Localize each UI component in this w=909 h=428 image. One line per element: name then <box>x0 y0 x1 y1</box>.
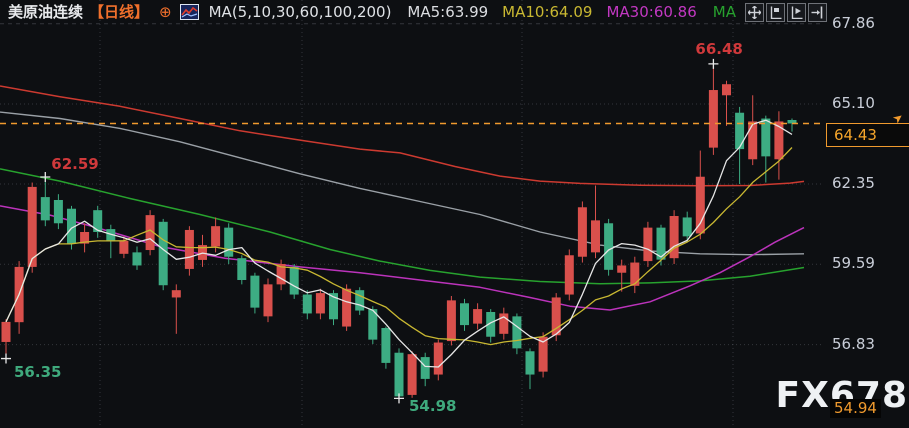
candle-body <box>643 227 653 262</box>
candle-body <box>211 226 221 247</box>
candle-body <box>93 210 103 232</box>
ma30-value: MA30:60.86 <box>606 3 697 21</box>
scale-right-edge-icon[interactable] <box>808 3 827 22</box>
candle-body <box>669 215 679 259</box>
candle-body <box>433 342 443 375</box>
chart-toolbar <box>745 3 827 22</box>
ma-line-ma100 <box>0 111 805 256</box>
ma-extra-value: MA <box>712 3 736 21</box>
candle-body <box>263 284 273 317</box>
candle-body <box>525 351 535 375</box>
axis-low-tick: 54.94 <box>830 399 881 418</box>
ma-line-ma200 <box>0 85 805 187</box>
candle-body <box>368 309 378 340</box>
candle-body <box>237 258 247 280</box>
candle-body <box>27 186 37 267</box>
symbol-name: 美原油连续 <box>8 3 84 21</box>
candle-body <box>394 352 404 397</box>
candle-body <box>302 294 312 314</box>
candle-body <box>617 265 627 273</box>
ma-line-ma60 <box>0 168 805 285</box>
candle-body <box>145 215 155 251</box>
price-marker-cross <box>1 353 11 364</box>
candle-body <box>577 207 587 257</box>
candle-body <box>1 321 11 342</box>
candle-body <box>512 316 522 349</box>
ma-line-ma5 <box>5 119 793 368</box>
candle-body <box>499 313 509 334</box>
candle-body <box>564 255 574 295</box>
y-axis-tick: 62.35 <box>832 173 875 192</box>
ma10-value: MA10:64.09 <box>502 3 593 21</box>
candle-body <box>656 227 666 260</box>
pan-move-icon[interactable] <box>745 3 764 22</box>
last-price-label: 64.43 <box>826 123 909 147</box>
y-axis-tick: 59.59 <box>832 254 875 273</box>
chart-header: 美原油连续 【日线】 ⊕ MA(5,10,30,60,100,200) MA5:… <box>0 0 909 24</box>
price-annotation: 56.35 <box>14 362 62 381</box>
price-marker-cross <box>40 172 51 183</box>
candle-body <box>289 266 299 295</box>
candle-body <box>381 327 391 363</box>
candle-body <box>460 303 469 326</box>
candle-body <box>695 176 705 234</box>
candle-body <box>748 121 758 160</box>
candle-body <box>132 252 142 266</box>
ma-settings-label: MA(5,10,30,60,100,200) <box>208 3 392 21</box>
candle-body <box>486 311 496 337</box>
candle-body <box>604 223 614 270</box>
candle-body <box>538 336 548 372</box>
price-annotation: 54.98 <box>409 397 457 416</box>
candle-body <box>787 119 797 124</box>
candle-body <box>446 300 456 342</box>
scale-left-flag-icon[interactable] <box>766 3 785 22</box>
chart-logo-icon <box>179 4 199 20</box>
candle-body <box>119 240 129 254</box>
candle-body <box>761 118 771 157</box>
candle-body <box>329 293 338 320</box>
candle-body <box>184 229 194 269</box>
candle-body <box>250 275 260 308</box>
candle-body <box>735 112 745 150</box>
candle-body <box>591 220 600 253</box>
candle-body <box>67 208 76 244</box>
candle-body <box>774 121 784 160</box>
y-axis-tick: 65.10 <box>832 94 875 112</box>
price-annotation: 66.48 <box>695 39 743 58</box>
ma-line-ma10 <box>5 147 793 346</box>
candle-body <box>682 217 692 237</box>
candle-body <box>708 90 718 148</box>
candle-body <box>355 290 365 311</box>
price-annotation: 62.59 <box>51 155 99 174</box>
crosshair-icon[interactable]: ⊕ <box>159 3 172 21</box>
price-marker-cross <box>708 58 719 69</box>
candle-body <box>722 84 731 96</box>
candle-body <box>276 263 286 285</box>
candle-body <box>171 290 181 298</box>
candle-body <box>630 262 640 286</box>
candle-body <box>551 297 561 336</box>
candle-body <box>407 354 417 395</box>
candle-body <box>420 357 430 379</box>
timeframe-label[interactable]: 【日线】 <box>89 3 150 21</box>
candle-body <box>40 197 50 221</box>
candle-body <box>53 199 63 224</box>
price-marker-cross <box>394 393 404 404</box>
candle-body <box>315 293 325 314</box>
candle-body <box>158 221 168 286</box>
candle-body <box>473 309 483 324</box>
ma5-value: MA5:63.99 <box>407 3 489 21</box>
scale-play-flag-icon[interactable] <box>787 3 806 22</box>
y-axis-tick: 56.83 <box>832 334 875 353</box>
candle-body <box>342 288 352 327</box>
y-axis-tick: 67.86 <box>832 13 875 32</box>
candle-body <box>224 227 234 257</box>
candle-body <box>80 231 90 244</box>
